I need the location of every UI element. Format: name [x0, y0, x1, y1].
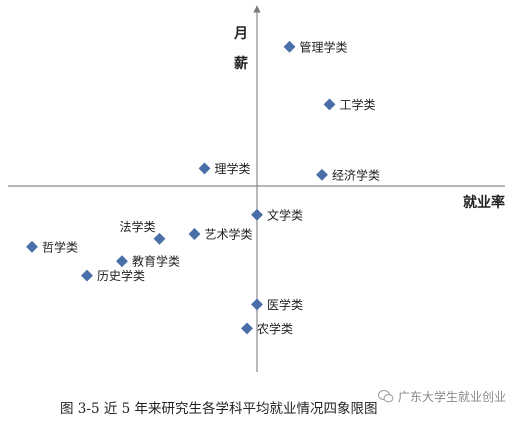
point-label: 历史学类	[97, 268, 145, 283]
point-label: 经济学类	[332, 167, 380, 182]
point-marker	[316, 168, 328, 181]
data-point: 艺术学类	[188, 227, 253, 242]
data-point: 医学类	[251, 297, 303, 312]
point-marker	[81, 269, 93, 282]
point-marker	[153, 232, 166, 245]
point-marker	[26, 240, 38, 253]
point-label: 理学类	[215, 161, 251, 176]
x-axis-label: 就业率	[463, 194, 505, 211]
point-label: 法学类	[120, 219, 156, 234]
axes	[8, 5, 505, 372]
data-point: 理学类	[198, 161, 251, 176]
data-point: 管理学类	[283, 39, 348, 54]
point-label: 教育学类	[132, 254, 180, 269]
axis-labels: 就业率 月薪	[233, 26, 505, 211]
data-point: 文学类	[251, 207, 303, 222]
y-axis-label-char: 月	[233, 26, 248, 42]
data-point: 经济学类	[316, 167, 380, 182]
data-point: 教育学类	[116, 254, 180, 269]
data-point: 法学类	[120, 219, 166, 245]
point-marker	[188, 228, 201, 240]
point-label: 工学类	[340, 97, 376, 112]
point-label: 艺术学类	[205, 227, 253, 242]
watermark-text: 广东大学生就业创业	[398, 390, 507, 404]
point-label: 农学类	[257, 321, 293, 336]
data-point: 历史学类	[81, 268, 145, 283]
point-label: 哲学类	[42, 239, 78, 254]
wechat-icon	[378, 390, 394, 403]
point-marker	[283, 40, 296, 53]
figure-caption: 图 3-5 近 5 年来研究生各学科平均就业情况四象限图	[60, 401, 378, 417]
point-marker	[251, 298, 263, 311]
point-marker	[116, 255, 128, 268]
point-marker	[251, 208, 263, 221]
watermark: 广东大学生就业创业	[378, 388, 506, 405]
point-label: 医学类	[267, 297, 303, 312]
point-marker	[241, 322, 253, 335]
point-label: 管理学类	[300, 39, 348, 54]
point-marker	[323, 98, 336, 111]
data-point: 哲学类	[26, 239, 78, 254]
data-point: 农学类	[241, 321, 293, 336]
y-axis-label-char: 薪	[234, 55, 248, 72]
point-label: 文学类	[267, 207, 303, 222]
point-marker	[198, 162, 211, 175]
data-point: 工学类	[323, 97, 376, 112]
